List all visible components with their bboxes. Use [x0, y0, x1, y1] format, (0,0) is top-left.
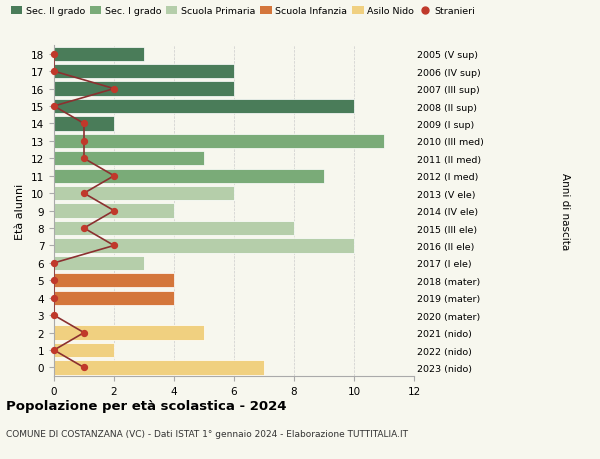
Bar — [54, 343, 114, 358]
Point — [79, 121, 89, 128]
Bar — [54, 134, 384, 149]
Y-axis label: Anni di nascita: Anni di nascita — [560, 173, 570, 250]
Bar — [54, 152, 204, 166]
Bar — [54, 187, 234, 201]
Point — [49, 260, 59, 267]
Point — [49, 294, 59, 302]
Bar — [54, 65, 234, 79]
Bar — [54, 47, 144, 62]
Legend: Sec. II grado, Sec. I grado, Scuola Primaria, Scuola Infanzia, Asilo Nido, Stran: Sec. II grado, Sec. I grado, Scuola Prim… — [11, 7, 475, 16]
Bar — [54, 256, 144, 270]
Point — [49, 103, 59, 111]
Point — [49, 347, 59, 354]
Point — [49, 68, 59, 76]
Bar — [54, 326, 204, 340]
Point — [79, 190, 89, 197]
Point — [79, 138, 89, 145]
Bar — [54, 274, 174, 288]
Bar — [54, 117, 114, 131]
Text: COMUNE DI COSTANZANA (VC) - Dati ISTAT 1° gennaio 2024 - Elaborazione TUTTITALIA: COMUNE DI COSTANZANA (VC) - Dati ISTAT 1… — [6, 429, 408, 438]
Bar — [54, 204, 174, 218]
Point — [109, 242, 119, 250]
Point — [79, 329, 89, 336]
Point — [109, 86, 119, 93]
Text: Popolazione per età scolastica - 2024: Popolazione per età scolastica - 2024 — [6, 399, 287, 412]
Point — [49, 312, 59, 319]
Point — [49, 277, 59, 285]
Bar — [54, 291, 174, 305]
Y-axis label: Età alunni: Età alunni — [16, 183, 25, 239]
Bar — [54, 361, 264, 375]
Point — [109, 207, 119, 215]
Point — [79, 225, 89, 232]
Bar — [54, 221, 294, 235]
Bar — [54, 169, 324, 184]
Point — [79, 155, 89, 162]
Bar — [54, 82, 234, 96]
Point — [79, 364, 89, 371]
Bar — [54, 100, 354, 114]
Point — [49, 51, 59, 58]
Bar — [54, 239, 354, 253]
Point — [109, 173, 119, 180]
